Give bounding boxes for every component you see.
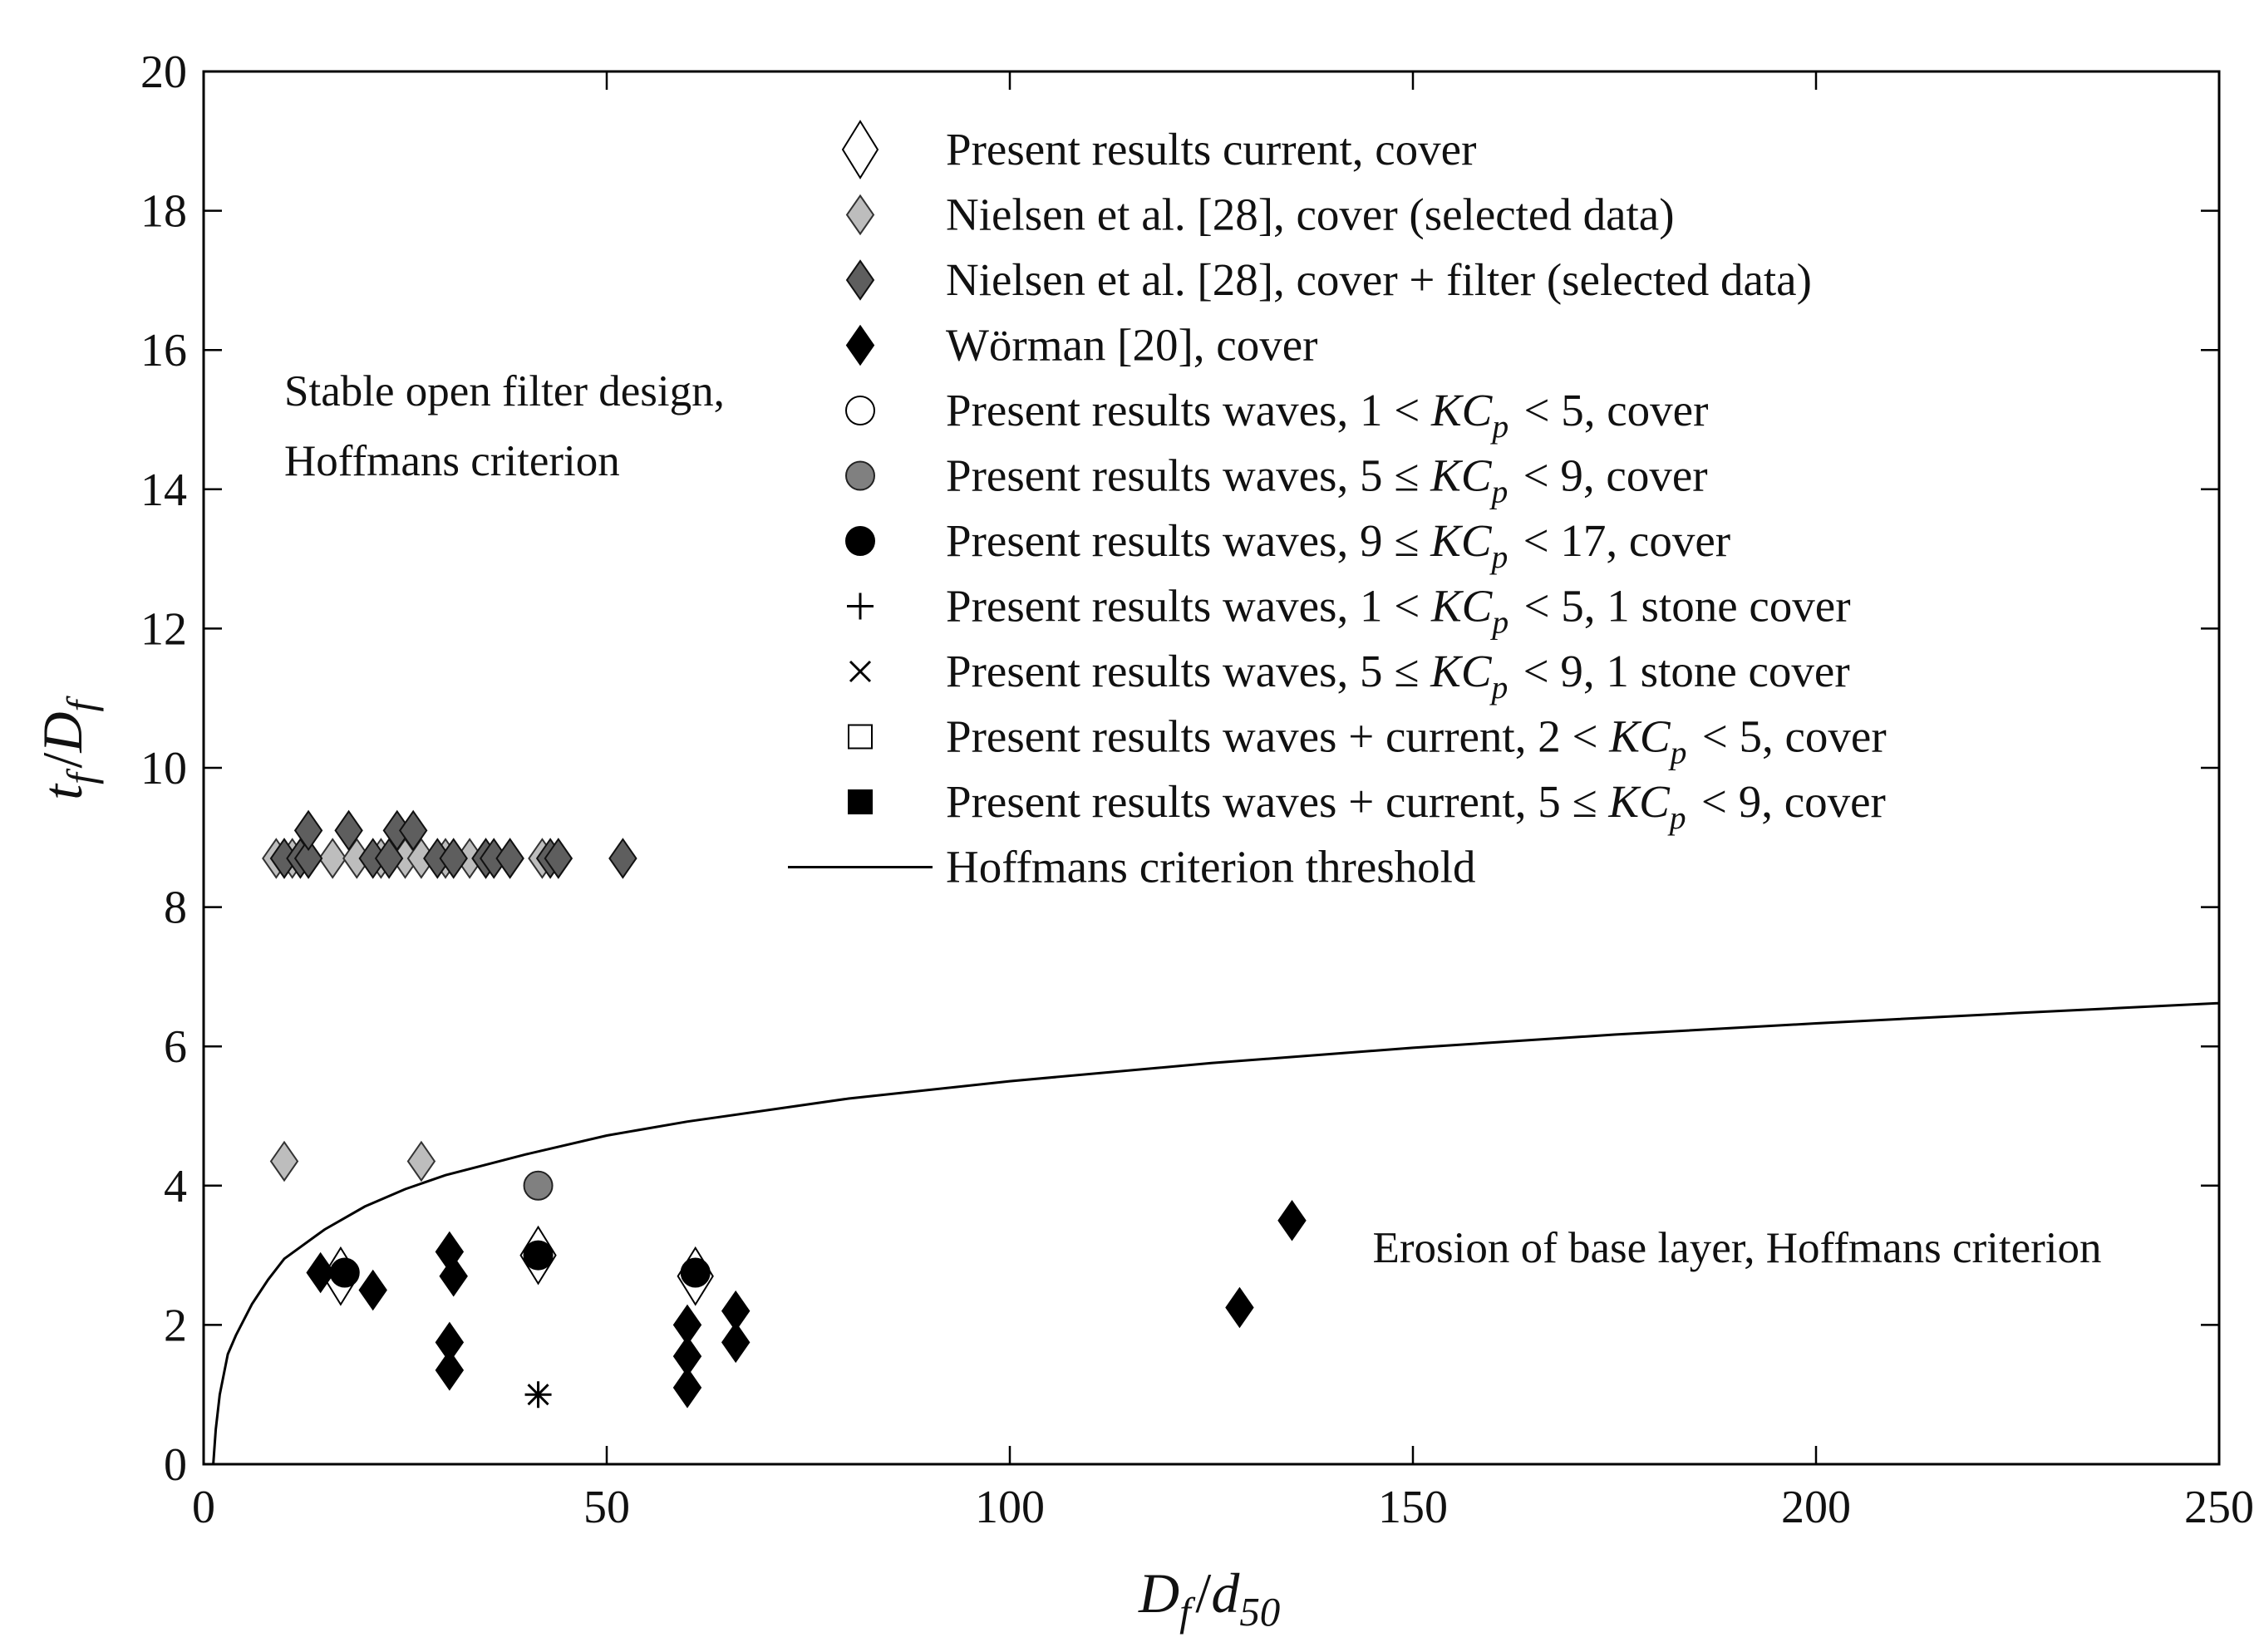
point-s6-2 [680,1257,711,1288]
y-tick-label: 20 [140,47,187,98]
legend-marker-6 [845,526,875,556]
annotations: Stable open filter design, Hoffmans crite… [284,367,2102,1272]
point-s5-0 [523,1170,554,1201]
point-s3-1 [358,1269,387,1311]
legend-label-3: Wörman [20], cover [946,320,1317,371]
y-tick-label: 12 [140,603,187,655]
point-s3-12 [1277,1199,1307,1241]
legend-label-10: Present results waves + current, 5 ≤ KCp… [946,776,1886,836]
x-tick-label: 150 [1378,1482,1448,1533]
point-s3-0 [306,1251,335,1294]
point-s6-1 [523,1240,554,1271]
y-tick-label: 10 [140,743,187,794]
x-axis-title: Df /d50 [1138,1561,1285,1635]
point-s3-10 [721,1321,751,1364]
x-tick-label: 250 [2184,1482,2254,1533]
point-s2-4 [334,809,363,852]
legend-marker-0 [841,120,879,179]
y-tick-label: 6 [164,1021,187,1073]
legend-label-2: Nielsen et al. [28], cover + filter (sel… [946,254,1812,305]
y-tick-label: 8 [164,883,187,934]
point-s2-8 [398,809,428,852]
axes: 0 50 100 150 200 250 0 2 4 6 8 10 12 14 16 18 20 [140,47,2254,1533]
point-s3-11 [1225,1286,1254,1329]
y-tick-label: 0 [164,1439,187,1491]
legend-marker-10 [848,789,873,814]
legend-marker-8 [849,660,872,683]
point-s2-10 [439,838,468,879]
legend-label-6: Present results waves, 9 ≤ KCp < 17, cov… [946,515,1730,575]
x-tick-label: 0 [192,1482,215,1533]
y-tick-label: 4 [164,1161,187,1212]
point-s2-2 [293,838,323,879]
legend-marker-1 [845,194,875,236]
legend-marker-9 [848,724,873,750]
point-s3-5 [435,1350,465,1391]
annotation-stable-1: Hoffmans criterion [284,437,620,485]
legend-label-9: Present results waves + current, 2 < KCp… [946,711,1887,771]
x-tick-label: 50 [583,1482,630,1533]
legend-label-1: Nielsen et al. [28], cover (selected dat… [946,189,1675,240]
legend-label-7: Present results waves, 1 < KCp < 5, 1 st… [946,581,1851,641]
point-s8-0 [527,1384,549,1406]
y-tick-label: 14 [140,465,187,516]
legend-marker-3 [845,324,875,366]
legend-marker-7 [847,592,874,620]
annotation-erosion-0: Erosion of base layer, Hoffmans criterio… [1373,1224,2102,1272]
point-s2-15 [544,838,573,879]
y-axis-title: tf /Df [31,696,104,800]
legend-marker-5 [845,460,875,491]
annotation-stable-0: Stable open filter design, [284,367,725,415]
legend-marker-4 [845,396,875,425]
point-s1-16 [406,1140,436,1182]
point-s2-3 [293,809,323,852]
y-tick-label: 18 [140,186,187,238]
y-tick-label: 2 [164,1300,187,1351]
point-s1-4 [317,838,347,879]
legend-label-4: Present results waves, 1 < KCp < 5, cove… [946,385,1708,445]
point-s2-16 [608,838,637,879]
legend-label-11: Hoffmans criterion threshold [946,842,1475,892]
threshold-line [212,1001,2220,1465]
point-s3-8 [672,1367,702,1409]
legend-label-5: Present results waves, 5 ≤ KCp < 9, cove… [946,450,1708,510]
legend-marker-2 [845,259,875,301]
point-s6-0 [329,1257,360,1288]
legend: Present results current, cover Nielsen et… [788,120,1887,892]
point-s1-15 [269,1140,299,1182]
x-tick-label: 200 [1781,1482,1851,1533]
plot-area [212,809,2220,1465]
point-s3-3 [439,1255,468,1297]
x-tick-label: 100 [975,1482,1045,1533]
legend-label-8: Present results waves, 5 ≤ KCp < 9, 1 st… [946,646,1850,706]
point-s2-13 [495,838,524,879]
legend-label-0: Present results current, cover [946,124,1476,175]
y-tick-label: 16 [140,325,187,376]
